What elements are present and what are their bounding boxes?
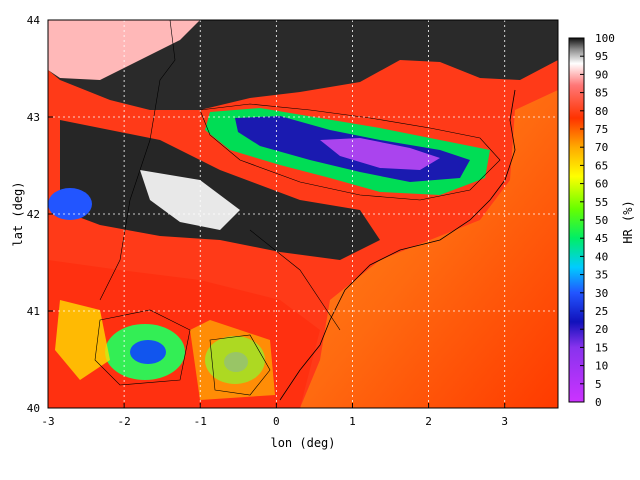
x-axis-ticks: -3 -2 -1 0 1 2 3 bbox=[41, 403, 508, 428]
colorbar-tick-label: 15 bbox=[595, 341, 608, 354]
colorbar-tick-label: 90 bbox=[595, 68, 608, 81]
colorbar-tick-label: 0 bbox=[595, 396, 602, 409]
colorbar-tick-label: 95 bbox=[595, 50, 608, 63]
sea-region bbox=[300, 90, 558, 408]
colorbar-tick-label: 55 bbox=[595, 196, 608, 209]
map-plot-area bbox=[48, 20, 558, 408]
colorbar-tick-label: 30 bbox=[595, 287, 608, 300]
y-tick-label: 43 bbox=[27, 111, 40, 124]
colorbar-tick-label: 10 bbox=[595, 360, 608, 373]
x-tick-label: 1 bbox=[349, 415, 356, 428]
colorbar-tick-label: 40 bbox=[595, 250, 608, 263]
x-tick-label: 0 bbox=[273, 415, 280, 428]
coastline bbox=[279, 89, 516, 401]
colorbar-tick-label: 85 bbox=[595, 87, 608, 100]
north-saturated-region bbox=[48, 20, 558, 110]
ebro-saturated-patch bbox=[60, 120, 380, 260]
colorbar-tick-label: 60 bbox=[595, 178, 608, 191]
colorbar-tick-label: 35 bbox=[595, 269, 608, 282]
colorbar-tick-label: 80 bbox=[595, 105, 608, 118]
colorbar-tick-label: 25 bbox=[595, 305, 608, 318]
x-tick-label: 2 bbox=[425, 415, 432, 428]
y-tick-label: 42 bbox=[27, 208, 40, 221]
colorbar-tick-label: 70 bbox=[595, 141, 608, 154]
inner-border-line bbox=[249, 229, 341, 331]
border-line bbox=[99, 20, 176, 301]
colorbar-tick-label: 50 bbox=[595, 214, 608, 227]
pyrenees-driest-patch bbox=[320, 138, 440, 170]
x-tick-label: -3 bbox=[41, 415, 54, 428]
x-tick-label: -1 bbox=[194, 415, 207, 428]
colorbar-tick-label: 100 bbox=[595, 32, 615, 45]
y-axis-ticks: 40 41 42 43 44 bbox=[27, 14, 53, 415]
south-moist-blob-1-core bbox=[130, 340, 166, 364]
colorbar-tick-label: 75 bbox=[595, 123, 608, 136]
west-moist-blob bbox=[48, 188, 92, 220]
yellow-transition-1 bbox=[55, 300, 110, 380]
colorbar-tick-label: 65 bbox=[595, 159, 608, 172]
contour-1 bbox=[199, 103, 501, 201]
map-grid bbox=[48, 20, 558, 408]
colorbar-label: HR (%) bbox=[621, 200, 635, 243]
contour-3 bbox=[209, 334, 271, 396]
ebro-white-patch bbox=[140, 170, 240, 230]
x-tick-label: 3 bbox=[501, 415, 508, 428]
x-axis-label: lon (deg) bbox=[270, 436, 335, 450]
contour-2 bbox=[94, 309, 191, 386]
x-tick-label: -2 bbox=[117, 415, 130, 428]
colorbar: 0 5 10 15 20 25 30 35 40 45 50 55 60 65 70 75 80 85 90 95 10… bbox=[568, 32, 635, 409]
colorbar-tick-label: 45 bbox=[595, 232, 608, 245]
y-tick-label: 44 bbox=[27, 14, 41, 27]
y-axis-label: lat (deg) bbox=[11, 181, 25, 246]
colorbar-tick-label: 5 bbox=[595, 378, 602, 391]
colorbar-ticks: 0 5 10 15 20 25 30 35 40 45 50 55 60 65 70 75 80 85 90 95 10… bbox=[580, 32, 615, 409]
colorbar-tick-label: 20 bbox=[595, 323, 608, 336]
y-tick-label: 40 bbox=[27, 402, 40, 415]
y-tick-label: 41 bbox=[27, 305, 40, 318]
